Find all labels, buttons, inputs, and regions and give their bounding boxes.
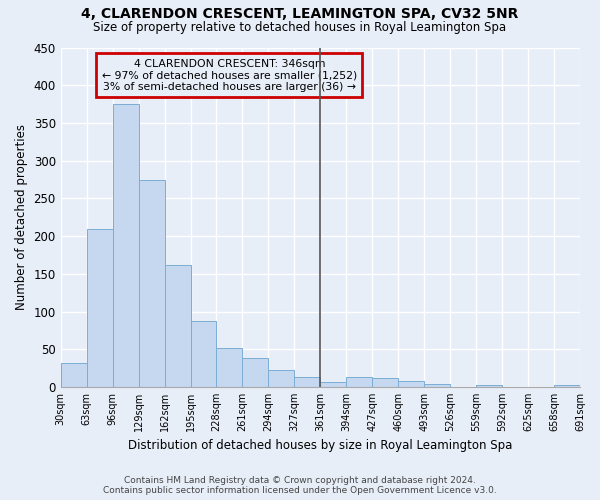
Bar (476, 384, 502, 387)
Bar (61, 363, 86, 387)
Bar (268, 370, 295, 387)
Bar (424, 384, 450, 387)
Bar (191, 320, 217, 387)
Bar (242, 358, 268, 387)
Bar (554, 384, 580, 387)
Text: Size of property relative to detached houses in Royal Leamington Spa: Size of property relative to detached ho… (94, 21, 506, 34)
Text: 4, CLARENDON CRESCENT, LEAMINGTON SPA, CV32 5NR: 4, CLARENDON CRESCENT, LEAMINGTON SPA, C… (82, 8, 518, 22)
Text: 4 CLARENDON CRESCENT: 346sqm
← 97% of detached houses are smaller (1,252)
3% of : 4 CLARENDON CRESCENT: 346sqm ← 97% of de… (102, 59, 357, 92)
Bar (346, 377, 372, 387)
Bar (139, 180, 164, 387)
Bar (86, 228, 113, 387)
Bar (164, 264, 191, 387)
Bar (217, 348, 242, 387)
X-axis label: Distribution of detached houses by size in Royal Leamington Spa: Distribution of detached houses by size … (128, 440, 512, 452)
Text: Contains HM Land Registry data © Crown copyright and database right 2024.
Contai: Contains HM Land Registry data © Crown c… (103, 476, 497, 495)
Bar (372, 378, 398, 387)
Bar (295, 377, 320, 387)
Bar (320, 382, 346, 387)
Y-axis label: Number of detached properties: Number of detached properties (15, 124, 28, 310)
Bar (398, 381, 424, 387)
Bar (113, 104, 139, 387)
